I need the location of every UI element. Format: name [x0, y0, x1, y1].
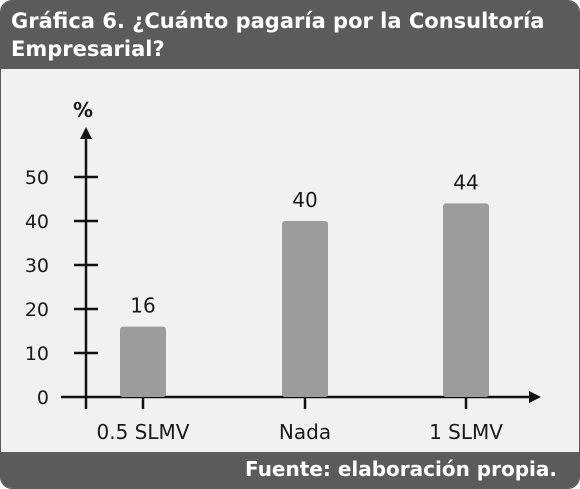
chart-title-line-1: Gráfica 6. ¿Cuánto pagaría por la Consul…: [11, 9, 545, 33]
bar-0-5-slmv: [120, 326, 166, 397]
data-label: 44: [453, 170, 478, 194]
bar-chart: 16 0.5 SLMV 40 Nada 44 1 SLMV 0 10 20 30 40 50%: [25, 98, 541, 444]
y-tick-label: 30: [25, 255, 49, 277]
data-label: 16: [130, 294, 155, 318]
y-tick-label: 50: [25, 167, 49, 189]
title-bar: Gráfica 6. ¿Cuánto pagaría por la Consul…: [1, 1, 579, 69]
x-tick-label: Nada: [279, 420, 331, 444]
chart-title-line-2: Empresarial?: [11, 37, 165, 61]
source-note: Fuente: elaboración propia.: [245, 457, 557, 481]
data-label: 40: [292, 188, 317, 212]
y-tick-label: 40: [25, 211, 49, 233]
y-tick-label: 0: [37, 387, 49, 409]
footer-bar: Fuente: elaboración propia.: [1, 452, 579, 488]
x-tick-label: 1 SLMV: [429, 420, 503, 444]
chart-bars: [120, 203, 489, 397]
y-axis-arrow: [80, 127, 92, 139]
bar-nada: [282, 221, 328, 397]
chart-title: Gráfica 6. ¿Cuánto pagaría por la Consul…: [11, 7, 571, 63]
x-axis-arrow: [529, 391, 541, 403]
y-tick-label: 10: [25, 343, 49, 365]
y-tick-label: 20: [25, 299, 49, 321]
x-tick-label: 0.5 SLMV: [97, 420, 190, 444]
y-axis-label: %: [73, 98, 93, 122]
bar-1-slmv: [443, 203, 489, 397]
chart-labels: 16 0.5 SLMV 40 Nada 44 1 SLMV 0 10 20 30 40 50%: [25, 98, 503, 444]
